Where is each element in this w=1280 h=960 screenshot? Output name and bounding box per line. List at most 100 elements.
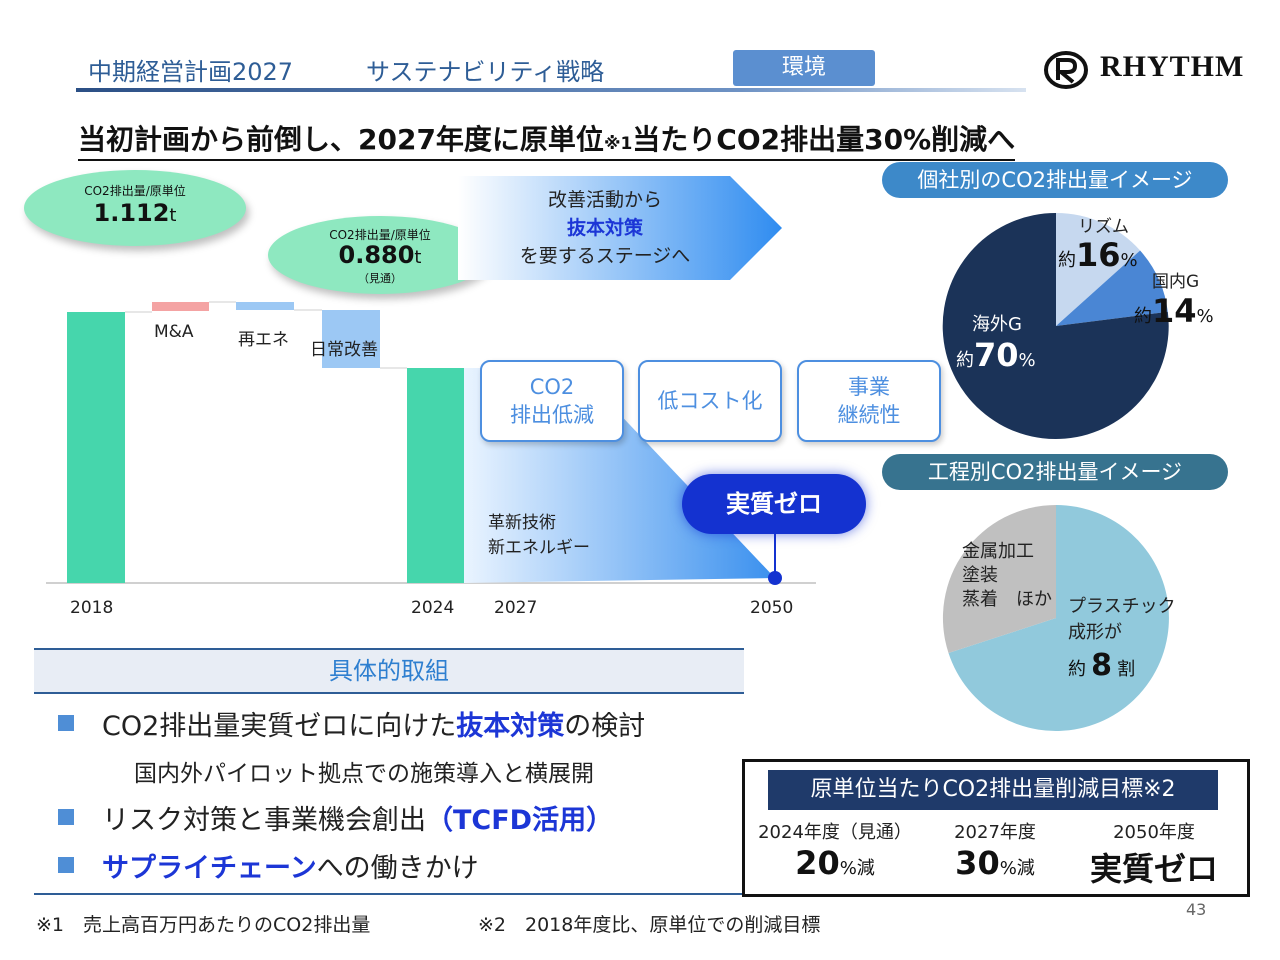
oval-2018-value: 1.112: [93, 199, 170, 227]
bar-2018: [67, 312, 125, 583]
bullet-square-icon: [58, 857, 74, 873]
pill-2-line1: 低コスト化: [657, 389, 763, 413]
pill-low-cost: 低コスト化: [638, 360, 782, 442]
target-2024-unit: %減: [839, 858, 875, 879]
title-part2: 当たりCO2排出量30%削減へ: [632, 123, 1016, 156]
target-2027-unit: %減: [999, 858, 1035, 879]
oval-2024-unit: t: [414, 247, 422, 268]
oval-2018-intensity: CO2排出量/原単位 1.112t: [24, 170, 246, 246]
pie1-domestic-prefix: 約: [1134, 306, 1152, 327]
bar-daily: [322, 310, 380, 368]
bullet-square-icon: [58, 809, 74, 825]
bullet-square-icon: [58, 715, 74, 731]
pie1-rhythm-unit: %: [1120, 250, 1138, 271]
pie1-domestic-name: 国内G: [1152, 272, 1200, 292]
pie2-plastic-label: プラスチック 成形が: [1068, 594, 1176, 646]
year-2018: 2018: [70, 598, 114, 618]
footnote-1: ※1 売上高百万円あたりのCO2排出量: [36, 914, 371, 936]
slice-rhythm: [1056, 213, 1141, 326]
waterfall-chart: [46, 301, 816, 585]
pie2-metal-label: 金属加工 塗装 蒸着 ほか: [962, 540, 1052, 612]
pie2-metal-line2: 塗装: [962, 565, 998, 586]
pie1-rhythm-number: 16: [1076, 236, 1121, 274]
title-note-mark: ※1: [603, 134, 633, 154]
target-2050-year: 2050年度: [1113, 822, 1195, 843]
year-2027: 2027: [494, 598, 538, 618]
pie-company-title: 個社別のCO2排出量イメージ: [882, 162, 1228, 198]
pie1-domestic-value: 約14%: [1134, 292, 1214, 330]
section-header: 具体的取組: [34, 648, 744, 694]
pill-business-continuity: 事業 継続性: [797, 360, 941, 442]
target-2024: 2024年度（見通） 20%減: [752, 818, 918, 882]
stage-arrow: [458, 176, 782, 280]
title-part1: 当初計画から前倒し、2027年度に原単位: [78, 123, 604, 156]
target-2050-value: 実質ゼロ: [1089, 850, 1218, 888]
bullet-1-pre: CO2排出量実質ゼロに向けた: [102, 711, 457, 742]
pie1-overseas-name: 海外G: [972, 314, 1022, 335]
pill-1-line2: 排出低減: [510, 403, 594, 427]
target-2024-value: 20: [795, 844, 840, 882]
pill-3-line2: 継続性: [837, 403, 901, 427]
oval-2024-intensity: CO2排出量/原単位 0.880t （見通）: [268, 216, 492, 294]
bullet-3-post: への働きかけ: [316, 853, 479, 884]
pie2-metal-line3: 蒸着 ほか: [962, 589, 1052, 610]
bullet-3-em: サプライチェーン: [102, 853, 317, 884]
pie1-rhythm-name: リズム: [1078, 217, 1129, 237]
bullet-3: サプライチェーンへの働きかけ: [58, 846, 479, 885]
target-2050: 2050年度 実質ゼロ: [1076, 818, 1232, 890]
label-ma: M&A: [154, 322, 194, 342]
page-title: 当初計画から前倒し、2027年度に原単位※1当たりCO2排出量30%削減へ: [78, 118, 1016, 161]
header-rule: [76, 88, 1026, 92]
net-zero-badge: 実質ゼロ: [682, 474, 866, 534]
slice-overseas: [942, 212, 1169, 439]
slice-plastic: [948, 505, 1169, 731]
bullet-1-em: 抜本対策: [456, 711, 565, 742]
stage-arrow-text: 改善活動から 抜本対策 を要するステージへ: [470, 186, 740, 270]
pill-1-line1: CO2: [529, 375, 575, 399]
strategy-subtitle: サステナビリティ戦略: [366, 58, 605, 86]
bar-renewable: [236, 302, 294, 310]
pie2-metal-line1: 金属加工: [962, 541, 1034, 562]
year-2024: 2024: [411, 598, 455, 618]
pie2-plastic-prefix: 約: [1068, 659, 1086, 680]
pie2-plastic-number: 8: [1091, 648, 1112, 683]
pie-process-chart: [942, 505, 1169, 731]
oval-2024-note: （見通）: [358, 272, 402, 285]
pie1-rhythm-prefix: 約: [1058, 250, 1076, 271]
pie1-overseas-value: 約70%: [956, 336, 1036, 374]
page-number: 43: [1186, 900, 1207, 919]
oval-2018-label: CO2排出量/原単位: [84, 184, 186, 198]
plan-title: 中期経営計画2027: [88, 58, 294, 86]
section-bottom-rule: [34, 893, 744, 895]
arrow-line3: を要するステージへ: [519, 245, 691, 267]
sub-bullet: 国内外パイロット拠点での施策導入と横展開: [134, 761, 594, 787]
category-tag: 環境: [733, 50, 875, 86]
target-2024-year: 2024年度（見通）: [758, 822, 912, 843]
zero-point: [768, 571, 782, 585]
label-renewable: 再エネ: [238, 330, 289, 350]
company-logo-text: RHYTHM: [1100, 50, 1245, 83]
slice-metal: [942, 505, 1056, 653]
pie2-plastic-value: 約 8 割: [1068, 648, 1135, 683]
pill-3-line1: 事業: [848, 375, 890, 399]
footnote-2: ※2 2018年度比、原単位での削減目標: [478, 914, 821, 936]
targets-note-mark: ※2: [1143, 777, 1176, 802]
targets-header: 原単位当たりCO2排出量削減目標※2: [768, 770, 1218, 810]
bullet-1: CO2排出量実質ゼロに向けた抜本対策の検討: [58, 704, 645, 743]
bullet-2-em: （TCFD活用）: [426, 805, 614, 836]
pie2-plastic-suffix: 割: [1117, 659, 1136, 680]
pie1-overseas-unit: %: [1018, 350, 1036, 371]
pie2-plastic-line1: プラスチック: [1068, 596, 1176, 617]
year-2050: 2050: [750, 598, 794, 618]
pie1-domestic-number: 14: [1152, 292, 1197, 330]
slice-domestic: [1056, 250, 1168, 326]
targets-title: 原単位当たりCO2排出量削減目標: [810, 777, 1144, 802]
tech-label-2: 新エネルギー: [488, 538, 590, 558]
pill-co2-reduction: CO2 排出低減: [480, 360, 624, 442]
oval-2018-unit: t: [169, 205, 177, 226]
oval-2024-label: CO2排出量/原単位: [329, 228, 431, 242]
oval-2024-value: 0.880: [338, 241, 415, 269]
pie1-overseas-prefix: 約: [956, 350, 974, 371]
arrow-line1: 改善活動から: [547, 189, 662, 211]
pie-process-title: 工程別CO2排出量イメージ: [882, 454, 1228, 490]
